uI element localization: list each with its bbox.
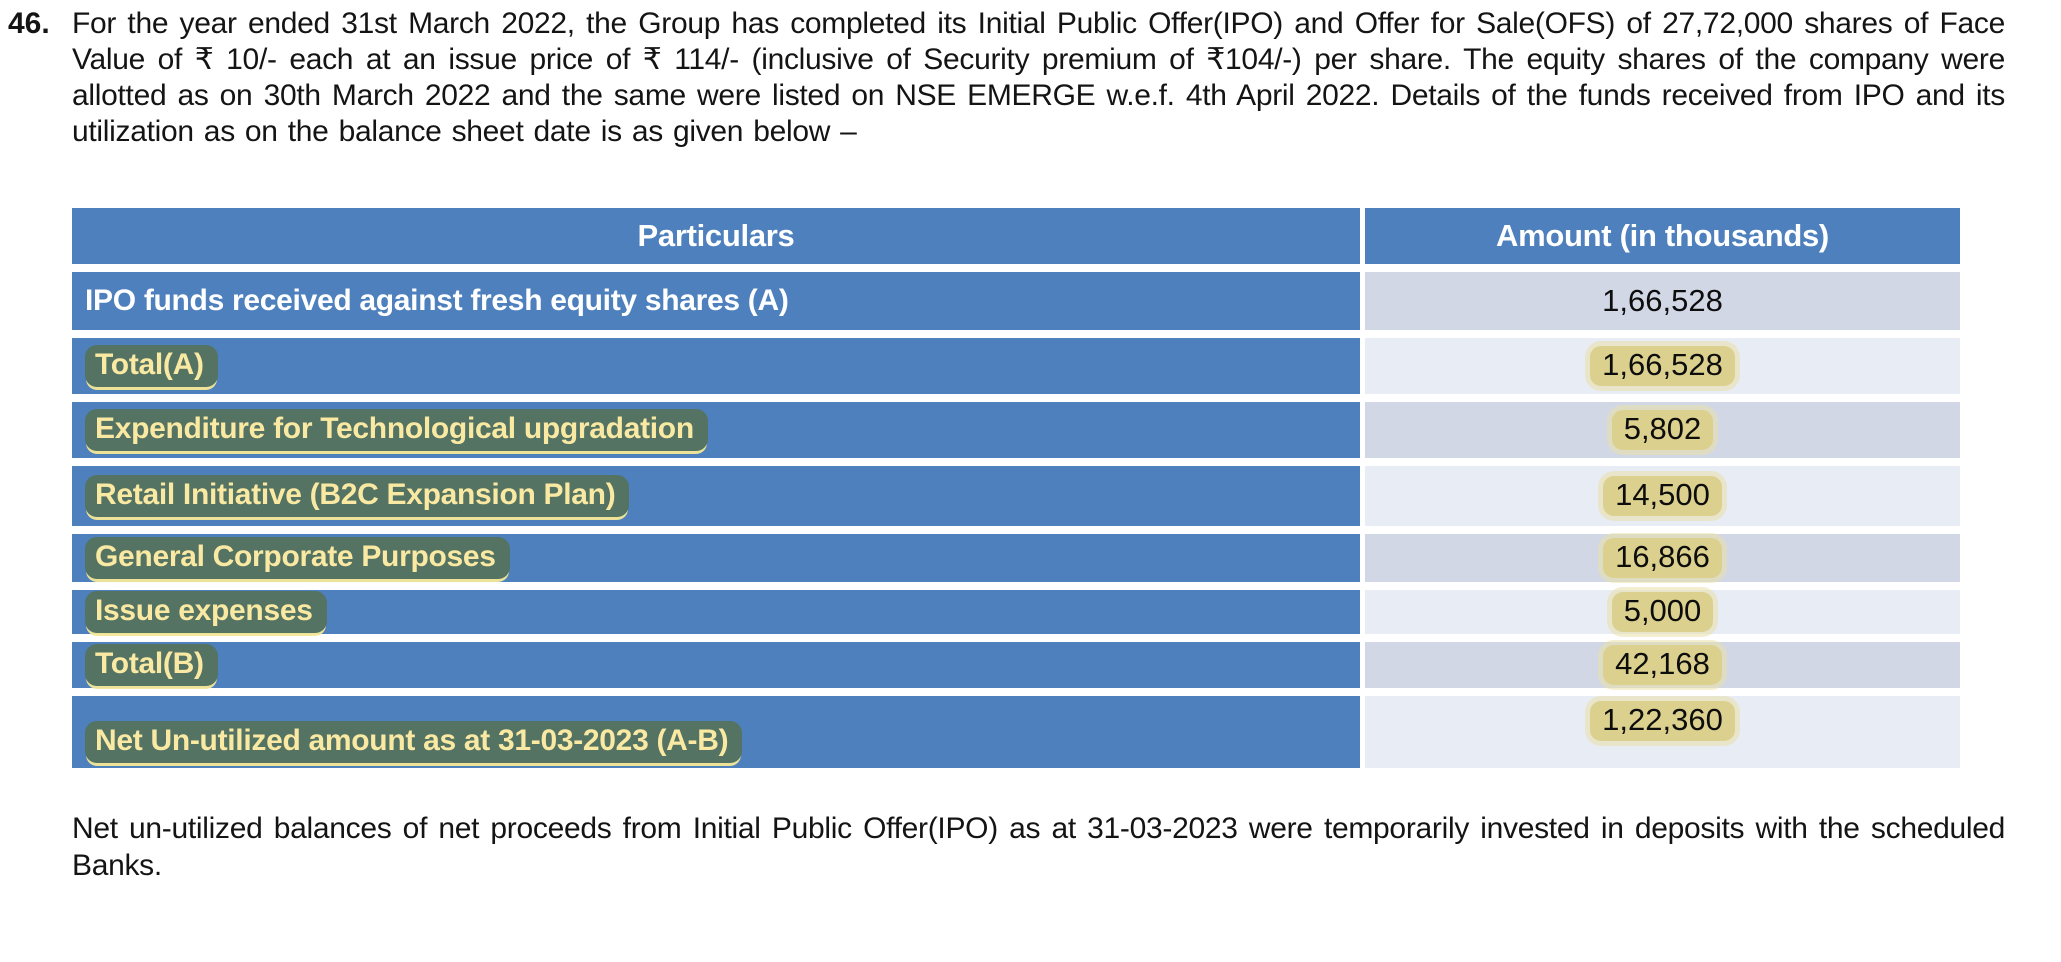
table-row-particulars: Net Un-utilized amount as at 31-03-2023 … bbox=[72, 696, 1360, 768]
table-row-amount: 42,168 bbox=[1365, 642, 1960, 688]
table-row-particulars: Total(B) bbox=[72, 642, 1360, 688]
row-label-highlight: Total(A) bbox=[85, 345, 218, 387]
table-row-amount: 16,866 bbox=[1365, 534, 1960, 582]
note-paragraph: 46. For the year ended 31st March 2022, … bbox=[0, 6, 2061, 150]
row-amount-highlight: 14,500 bbox=[1603, 476, 1722, 516]
header-amount-label: Amount (in thousands) bbox=[1496, 218, 1829, 253]
table-row-amount: 5,000 bbox=[1365, 590, 1960, 634]
row-amount-highlight: 42,168 bbox=[1603, 645, 1722, 685]
table-row-particulars: Expenditure for Technological upgradatio… bbox=[72, 402, 1360, 458]
header-cell-amount: Amount (in thousands) bbox=[1365, 208, 1960, 264]
ipo-funds-table: Particulars Amount (in thousands) IPO fu… bbox=[72, 208, 1960, 768]
row-amount-highlight: 5,802 bbox=[1611, 410, 1714, 450]
note-text: For the year ended 31st March 2022, the … bbox=[72, 7, 2005, 148]
row-amount-highlight: 1,66,528 bbox=[1590, 346, 1735, 386]
row-label-highlight: Total(B) bbox=[85, 644, 218, 686]
row-label-highlight: Net Un-utilized amount as at 31-03-2023 … bbox=[85, 721, 743, 763]
table-row-amount: 14,500 bbox=[1365, 466, 1960, 526]
row-amount-highlight: 5,000 bbox=[1611, 592, 1714, 632]
table-row-particulars: Total(A) bbox=[72, 338, 1360, 394]
row-amount-highlight: 1,22,360 bbox=[1590, 701, 1735, 741]
header-particulars-label: Particulars bbox=[637, 218, 795, 253]
row-label-highlight: Expenditure for Technological upgradatio… bbox=[85, 409, 708, 451]
row-label-highlight: General Corporate Purposes bbox=[85, 537, 510, 579]
table-row-amount: 1,66,528 bbox=[1365, 272, 1960, 330]
note-number: 46. bbox=[8, 7, 50, 40]
footer-paragraph: Net un-utilized balances of net proceeds… bbox=[72, 812, 2005, 882]
row-amount: 1,66,528 bbox=[1602, 283, 1723, 318]
table-row-particulars: Issue expenses bbox=[72, 590, 1360, 634]
table-row-particulars: Retail Initiative (B2C Expansion Plan) bbox=[72, 466, 1360, 526]
table-row-amount: 1,22,360 bbox=[1365, 696, 1960, 768]
table-row-amount: 1,66,528 bbox=[1365, 338, 1960, 394]
row-label: IPO funds received against fresh equity … bbox=[85, 284, 789, 317]
row-label-highlight: Issue expenses bbox=[85, 591, 327, 633]
header-cell-particulars: Particulars bbox=[72, 208, 1360, 264]
document-page: 46. For the year ended 31st March 2022, … bbox=[0, 6, 2061, 882]
table-row-particulars: General Corporate Purposes bbox=[72, 534, 1360, 582]
row-label-highlight: Retail Initiative (B2C Expansion Plan) bbox=[85, 475, 630, 517]
table-row-amount: 5,802 bbox=[1365, 402, 1960, 458]
row-amount-highlight: 16,866 bbox=[1603, 538, 1722, 578]
table-row-particulars: IPO funds received against fresh equity … bbox=[72, 272, 1360, 330]
